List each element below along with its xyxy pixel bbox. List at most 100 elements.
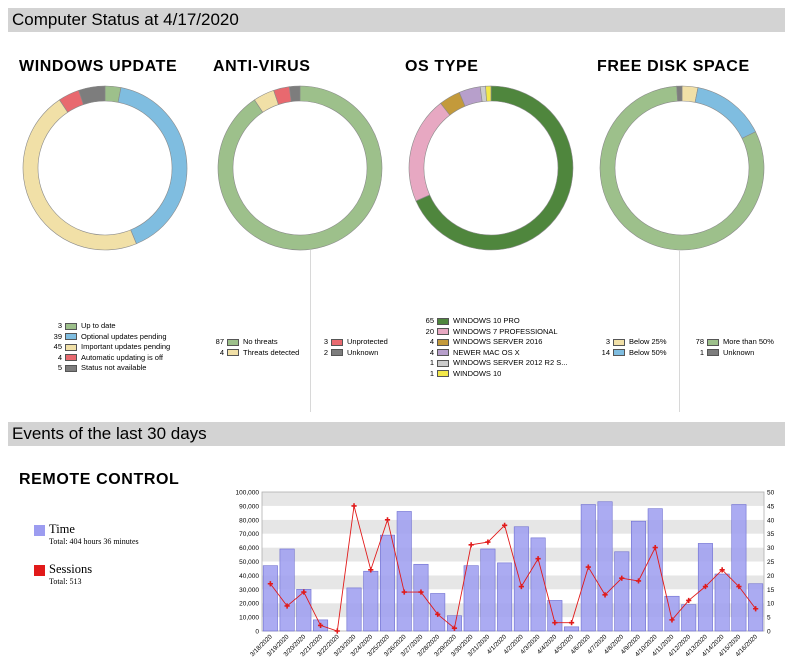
legend-item[interactable]: 87 No threats xyxy=(215,337,278,346)
time-bar[interactable] xyxy=(346,587,362,632)
legend-item[interactable]: 45 Important updates pending xyxy=(53,342,171,351)
time-bar[interactable] xyxy=(396,511,412,632)
sessions-point[interactable] xyxy=(652,545,658,551)
time-bar[interactable] xyxy=(681,604,697,632)
time-bar[interactable] xyxy=(631,520,646,632)
donut-segment[interactable] xyxy=(288,85,301,102)
time-bar[interactable] xyxy=(664,595,680,632)
legend-item[interactable]: 39 Optional updates pending xyxy=(53,331,167,341)
time-bar[interactable] xyxy=(380,534,395,632)
sessions-point[interactable] xyxy=(568,620,575,626)
os-type-donut[interactable] xyxy=(407,84,575,252)
time-bar[interactable] xyxy=(413,563,429,632)
time-bar[interactable] xyxy=(697,543,713,632)
legend-item[interactable]: 1 WINDOWS 10 xyxy=(429,368,502,378)
legend-item[interactable]: 1 WINDOWS SERVER 2012 R2 S... xyxy=(429,358,568,367)
sessions-point[interactable] xyxy=(267,581,273,587)
sessions-point[interactable] xyxy=(518,583,524,590)
time-bar[interactable] xyxy=(296,588,312,632)
x-tick-label: 3/29/2020 xyxy=(433,633,458,658)
legend-item[interactable]: 4 WINDOWS SERVER 2016 xyxy=(429,337,543,346)
sessions-point[interactable] xyxy=(753,606,759,612)
time-bar[interactable] xyxy=(714,573,730,632)
time-bar[interactable] xyxy=(446,615,462,632)
time-bar[interactable] xyxy=(647,508,663,632)
sessions-point[interactable] xyxy=(384,517,391,523)
sessions-point[interactable] xyxy=(468,542,474,548)
time-bar[interactable] xyxy=(597,501,613,632)
legend-item[interactable]: 3 Up to date xyxy=(57,321,116,330)
donut-segment[interactable] xyxy=(78,85,106,105)
donut-segment[interactable] xyxy=(485,85,492,102)
sessions-point[interactable] xyxy=(451,625,458,631)
donut-segment[interactable] xyxy=(415,85,574,251)
sessions-point[interactable] xyxy=(485,539,491,545)
sessions-point[interactable] xyxy=(317,622,324,629)
sessions-point[interactable] xyxy=(736,583,742,590)
sessions-point[interactable] xyxy=(301,589,307,595)
time-bar[interactable] xyxy=(530,537,546,632)
time-bar[interactable] xyxy=(430,593,446,632)
legend-item[interactable]: 3 Unprotected xyxy=(323,337,388,346)
time-bar[interactable] xyxy=(463,565,479,632)
sessions-point[interactable] xyxy=(418,589,424,595)
grid-band xyxy=(262,519,764,534)
legend-item[interactable]: 1 Unknown xyxy=(699,347,755,357)
time-bar[interactable] xyxy=(748,583,764,632)
donut-segment[interactable] xyxy=(694,87,756,139)
sessions-point[interactable] xyxy=(351,503,357,509)
legend-item[interactable]: 4 NEWER MAC OS X xyxy=(429,347,520,357)
legend-item[interactable]: 78 More than 50% xyxy=(695,337,774,346)
sessions-point[interactable] xyxy=(435,611,441,617)
sessions-point[interactable] xyxy=(602,592,608,598)
windows-update-donut[interactable] xyxy=(21,84,189,252)
sessions-point[interactable] xyxy=(619,575,625,581)
sessions-point[interactable] xyxy=(719,567,725,573)
time-bar[interactable] xyxy=(313,619,329,632)
sessions-point[interactable] xyxy=(702,583,709,590)
sessions-point[interactable] xyxy=(552,620,558,626)
y-right-tick-label: 35 xyxy=(767,531,775,538)
time-bar[interactable] xyxy=(497,562,513,632)
donut-segment[interactable] xyxy=(676,85,683,102)
disk-space-donut[interactable] xyxy=(598,84,766,252)
time-bar[interactable] xyxy=(564,626,580,632)
time-bar[interactable] xyxy=(614,551,630,632)
antivirus-donut[interactable] xyxy=(216,84,384,252)
sessions-point[interactable] xyxy=(284,603,290,609)
legend-item[interactable]: 65 WINDOWS 10 PRO xyxy=(425,316,520,325)
sessions-point[interactable] xyxy=(334,628,340,634)
legend-swatch xyxy=(707,338,719,346)
time-bar[interactable] xyxy=(547,600,563,632)
sessions-point[interactable] xyxy=(635,578,642,584)
disk-space-legend-left: 3 Below 25% 14 Below 50% xyxy=(592,337,667,358)
y-right-tick-label: 30 xyxy=(767,545,775,552)
legend-item[interactable]: 4 Threats detected xyxy=(219,347,300,357)
sessions-point[interactable] xyxy=(669,617,675,623)
time-bar[interactable] xyxy=(363,570,379,632)
sessions-point[interactable] xyxy=(401,589,407,595)
time-bar[interactable] xyxy=(262,565,278,632)
sessions-point[interactable] xyxy=(368,567,374,573)
time-bar[interactable] xyxy=(731,504,747,632)
sessions-point[interactable] xyxy=(585,564,591,570)
time-bar[interactable] xyxy=(279,548,295,632)
time-bar[interactable] xyxy=(513,526,529,632)
legend-item[interactable]: 2 Unknown xyxy=(323,347,379,357)
time-bar[interactable] xyxy=(480,548,496,632)
donut-segment[interactable] xyxy=(217,85,383,251)
time-bar[interactable] xyxy=(580,504,596,632)
sessions-point[interactable] xyxy=(686,597,692,604)
legend-item[interactable]: 4 Automatic updating is off xyxy=(57,352,163,362)
legend-item[interactable]: 3 Below 25% xyxy=(605,337,667,346)
legend-item[interactable]: 20 WINDOWS 7 PROFESSIONAL xyxy=(425,326,558,336)
donut-segment[interactable] xyxy=(408,102,451,202)
sessions-point[interactable] xyxy=(502,522,508,528)
legend-item[interactable]: 14 Below 50% xyxy=(601,347,667,357)
x-tick-label: 4/14/2020 xyxy=(701,633,726,658)
donut-segment[interactable] xyxy=(117,87,188,245)
donut-segment[interactable] xyxy=(599,85,765,251)
donut-segment[interactable] xyxy=(22,99,137,251)
sessions-point[interactable] xyxy=(535,556,541,562)
legend-item[interactable]: 5 Status not available xyxy=(57,363,147,372)
